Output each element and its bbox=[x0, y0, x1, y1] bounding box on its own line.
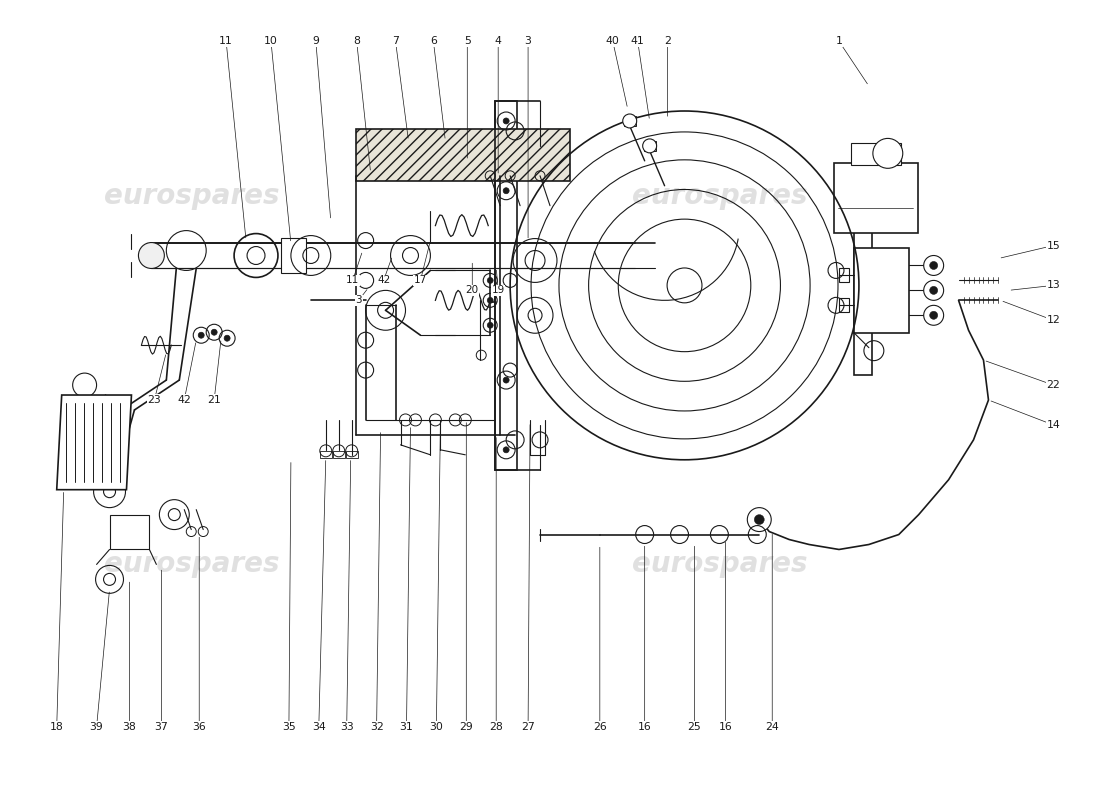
Circle shape bbox=[623, 114, 637, 128]
Bar bbox=[624, 116, 636, 126]
Circle shape bbox=[503, 447, 509, 453]
Text: 37: 37 bbox=[154, 722, 168, 732]
Text: 24: 24 bbox=[766, 722, 779, 732]
Circle shape bbox=[924, 306, 944, 326]
Bar bbox=[851, 143, 901, 166]
Text: 14: 14 bbox=[1046, 420, 1060, 430]
Circle shape bbox=[930, 286, 937, 294]
Circle shape bbox=[487, 278, 493, 283]
Text: 16: 16 bbox=[638, 722, 651, 732]
Polygon shape bbox=[57, 395, 132, 490]
Text: 36: 36 bbox=[192, 722, 206, 732]
Bar bbox=[839, 298, 849, 312]
Text: 11: 11 bbox=[219, 36, 233, 46]
Text: 12: 12 bbox=[1046, 315, 1060, 326]
Circle shape bbox=[930, 311, 937, 319]
Circle shape bbox=[487, 322, 493, 328]
Circle shape bbox=[224, 335, 230, 342]
Bar bbox=[495, 101, 517, 470]
Text: 19: 19 bbox=[492, 286, 505, 295]
Bar bbox=[333, 451, 344, 458]
Circle shape bbox=[642, 139, 657, 153]
Circle shape bbox=[139, 242, 164, 269]
Circle shape bbox=[487, 298, 493, 303]
Text: 33: 33 bbox=[340, 722, 353, 732]
Bar bbox=[644, 141, 656, 151]
Text: 21: 21 bbox=[207, 395, 221, 405]
Circle shape bbox=[873, 138, 903, 168]
Bar bbox=[854, 248, 909, 333]
Text: 25: 25 bbox=[688, 722, 702, 732]
Text: 40: 40 bbox=[606, 36, 619, 46]
Text: 35: 35 bbox=[282, 722, 296, 732]
Text: 7: 7 bbox=[392, 36, 399, 46]
Text: 22: 22 bbox=[1046, 380, 1060, 390]
Text: 11: 11 bbox=[346, 275, 360, 286]
Text: 6: 6 bbox=[430, 36, 437, 46]
Text: 29: 29 bbox=[460, 722, 473, 732]
Text: 42: 42 bbox=[377, 275, 390, 286]
Circle shape bbox=[211, 330, 217, 335]
Bar bbox=[834, 163, 918, 233]
Bar bbox=[345, 451, 358, 458]
Text: 27: 27 bbox=[521, 722, 535, 732]
Text: 34: 34 bbox=[312, 722, 326, 732]
Text: 32: 32 bbox=[370, 722, 384, 732]
Circle shape bbox=[930, 262, 937, 270]
Text: 5: 5 bbox=[464, 36, 471, 46]
Text: 20: 20 bbox=[465, 286, 478, 295]
Text: 23: 23 bbox=[147, 395, 162, 405]
Text: 9: 9 bbox=[312, 36, 319, 46]
Text: eurospares: eurospares bbox=[103, 182, 279, 210]
Text: 3: 3 bbox=[525, 36, 531, 46]
Text: 1: 1 bbox=[836, 36, 843, 46]
Text: 18: 18 bbox=[50, 722, 64, 732]
Text: 13: 13 bbox=[1046, 280, 1060, 290]
Text: eurospares: eurospares bbox=[631, 182, 807, 210]
Text: 28: 28 bbox=[490, 722, 503, 732]
Circle shape bbox=[198, 332, 205, 338]
Text: 39: 39 bbox=[90, 722, 103, 732]
Bar bbox=[854, 196, 872, 375]
Text: 38: 38 bbox=[122, 722, 136, 732]
Circle shape bbox=[503, 118, 509, 124]
Text: 4: 4 bbox=[495, 36, 502, 46]
Text: 30: 30 bbox=[429, 722, 443, 732]
Circle shape bbox=[503, 188, 509, 194]
Bar bbox=[320, 451, 332, 458]
Circle shape bbox=[924, 281, 944, 300]
Text: 2: 2 bbox=[664, 36, 671, 46]
Bar bbox=[280, 238, 306, 274]
Text: 16: 16 bbox=[718, 722, 733, 732]
Text: 41: 41 bbox=[630, 36, 645, 46]
Circle shape bbox=[755, 514, 764, 525]
Bar bbox=[839, 269, 849, 282]
Circle shape bbox=[747, 508, 771, 531]
Text: eurospares: eurospares bbox=[631, 550, 807, 578]
Text: 31: 31 bbox=[399, 722, 414, 732]
Text: 3: 3 bbox=[355, 295, 362, 306]
Text: 26: 26 bbox=[593, 722, 607, 732]
Circle shape bbox=[924, 255, 944, 275]
Bar bbox=[355, 129, 570, 181]
Text: 10: 10 bbox=[264, 36, 278, 46]
Text: 17: 17 bbox=[414, 275, 427, 286]
Text: 15: 15 bbox=[1046, 241, 1060, 250]
Bar bbox=[110, 514, 150, 550]
Text: 8: 8 bbox=[353, 36, 360, 46]
Circle shape bbox=[503, 377, 509, 383]
Text: 42: 42 bbox=[177, 395, 191, 405]
Text: eurospares: eurospares bbox=[103, 550, 279, 578]
